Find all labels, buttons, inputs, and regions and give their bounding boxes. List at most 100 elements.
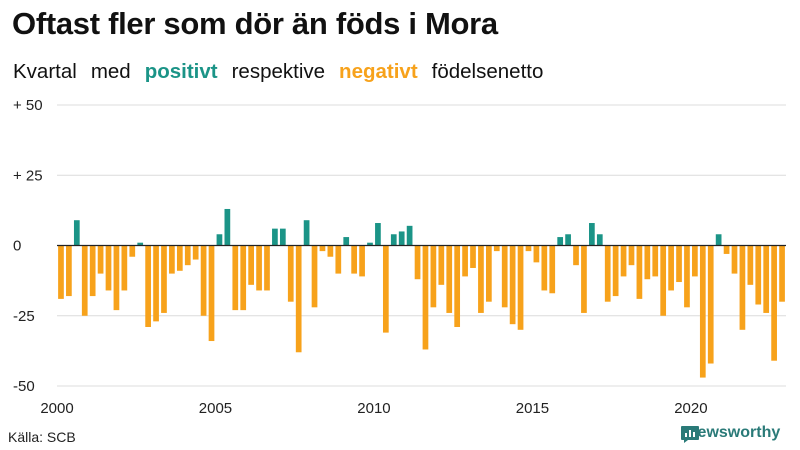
bar: [430, 245, 437, 308]
bar: [533, 245, 540, 263]
bar: [454, 245, 461, 327]
bar: [398, 231, 405, 246]
brand-label: Newsworthy: [686, 424, 781, 441]
bar: [89, 245, 96, 297]
bar: [176, 245, 183, 271]
subtitle-word: med: [90, 60, 131, 83]
y-tick-label: + 50: [13, 97, 43, 114]
bar: [771, 245, 777, 361]
y-tick-label: 0: [13, 238, 21, 255]
bar: [438, 245, 445, 285]
bar: [153, 245, 159, 322]
bar: [375, 223, 381, 246]
bar: [192, 245, 199, 260]
bar: [66, 245, 72, 297]
subtitle-word: Kvartal: [13, 60, 77, 83]
bar: [161, 245, 167, 313]
bar: [58, 245, 64, 299]
bar: [699, 245, 706, 378]
bar: [668, 245, 674, 291]
bar: [240, 245, 247, 311]
bar: [359, 245, 365, 277]
bar: [422, 245, 429, 350]
bar: [565, 234, 571, 246]
bar: [327, 245, 334, 257]
bar: [81, 245, 88, 316]
bar: [628, 245, 635, 266]
bar: [105, 245, 112, 291]
bar: [248, 245, 254, 285]
bar: [509, 245, 516, 325]
bar: [137, 242, 144, 246]
bar: [676, 245, 682, 283]
x-tick-label: 2010: [357, 400, 390, 417]
bar: [406, 225, 413, 246]
bar: [256, 245, 262, 291]
chart-subtitle: Kvartal med positivt respektive negativt föde…: [13, 60, 557, 84]
bar: [470, 245, 476, 268]
bar: [295, 245, 302, 353]
bar: [73, 220, 80, 246]
bar: [596, 234, 603, 246]
bar: [652, 245, 659, 277]
bar: [517, 245, 524, 330]
bar: [501, 245, 508, 308]
bar: [343, 237, 350, 246]
bar: [581, 245, 587, 313]
bar: [525, 245, 532, 252]
bar: [311, 245, 318, 308]
bar: [446, 245, 453, 313]
bar: [604, 245, 611, 302]
bar: [731, 245, 738, 274]
bar: [97, 245, 104, 274]
subtitle-word: födelsenetto: [431, 60, 544, 83]
bar-chart: + 50 + 25 0 -25 -50 2000 2005 2010 2015 2020: [13, 97, 786, 417]
newsworthy-logo-icon: [681, 426, 699, 443]
bar: [129, 245, 136, 257]
bar: [335, 245, 342, 274]
bar: [557, 237, 564, 246]
bar: [692, 245, 698, 277]
bar: [636, 245, 643, 299]
bar: [739, 245, 746, 330]
y-tick-label: -25: [13, 308, 35, 325]
bar: [660, 245, 667, 316]
bar: [287, 245, 294, 302]
brand-logo: Newsworthy: [680, 424, 781, 443]
bar: [351, 245, 357, 274]
bar: [573, 245, 579, 266]
bar: [414, 245, 421, 280]
bar: [216, 234, 223, 246]
bar: [462, 245, 468, 277]
bar: [644, 245, 651, 280]
bar: [113, 245, 120, 311]
bar: [145, 245, 151, 327]
bar: [390, 234, 397, 246]
bar: [541, 245, 548, 291]
y-tick-label: -50: [13, 378, 35, 395]
bar: [232, 245, 239, 311]
bar: [367, 242, 373, 246]
chart-title: Oftast fler som dör än föds i Mora: [12, 6, 498, 41]
bar: [169, 245, 175, 274]
bar: [763, 245, 770, 313]
bar: [200, 245, 207, 316]
bar: [723, 245, 730, 254]
bar: [272, 228, 278, 246]
x-tick-label: 2000: [40, 400, 73, 417]
x-tick-label: 2020: [674, 400, 707, 417]
bar: [224, 208, 231, 246]
x-tick-label: 2005: [199, 400, 232, 417]
bar: [478, 245, 484, 313]
bar: [264, 245, 270, 291]
source-note: Källa: SCB: [8, 429, 76, 445]
bar: [279, 228, 286, 246]
bar: [747, 245, 754, 285]
subtitle-word: respektive: [231, 60, 326, 83]
bar: [589, 223, 595, 246]
bar: [779, 245, 785, 302]
bar: [486, 245, 492, 302]
bar: [612, 245, 619, 297]
bar: [755, 245, 762, 305]
bar: [382, 245, 389, 333]
